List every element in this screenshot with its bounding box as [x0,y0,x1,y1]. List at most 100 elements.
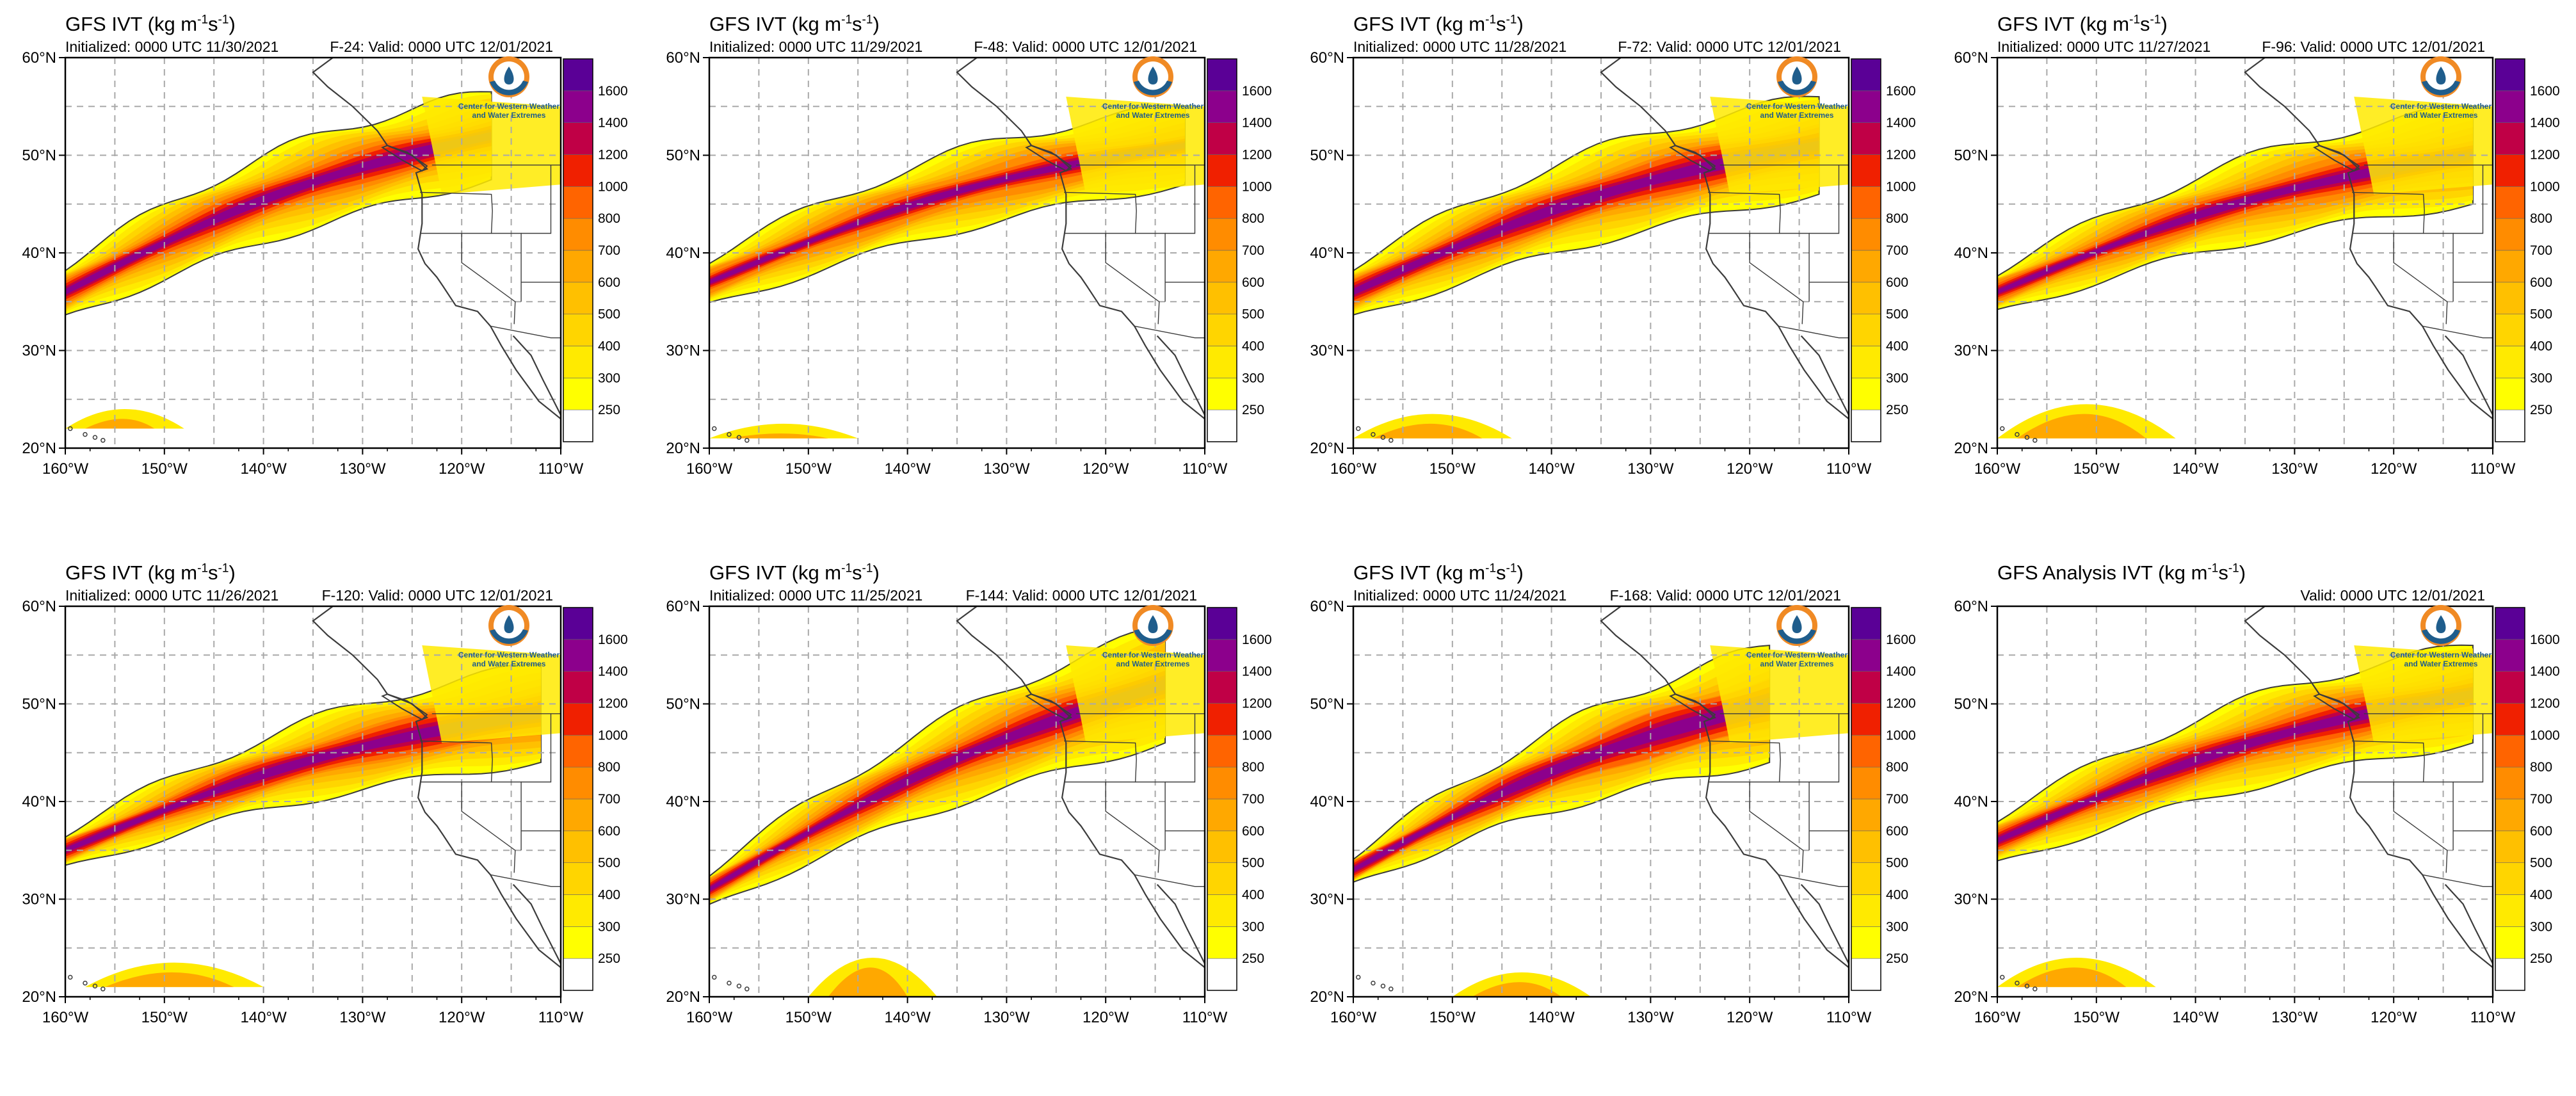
colorbar-swatch [2495,639,2525,672]
island-dot [711,426,717,431]
y-axis: 60°N 50°N 40°N 30°N 20°N [666,49,709,457]
valid-time-label: F-24: Valid: 0000 UTC 12/01/2021 [330,38,553,55]
island-path [381,145,428,172]
title-text: GFS IVT (kg m [1353,13,1486,35]
y-tick-label: 40°N [666,793,700,810]
x-tick-label: 120°W [1083,460,1129,478]
title-text: ) [1517,561,1524,584]
title-text: s [2140,13,2150,35]
colorbar-swatch [2495,186,2525,219]
y-tick-label: 60°N [22,49,56,67]
y-tick-label: 20°N [666,440,700,457]
y-tick-label: 60°N [666,49,700,67]
coastline-path [956,606,1205,969]
y-tick-label: 50°N [22,147,56,165]
colorbar-swatch [1851,122,1881,155]
grid-lines [1353,606,1849,997]
title-superscript: -1 [197,13,209,27]
ivt-map: 160°W 150°W 140°W 130°W 120°W 110°W 60°N 50°N 40… [1954,598,2559,1026]
x-tick-label: 130°W [983,460,1030,478]
x-tick-label: 160°W [1974,1009,2021,1026]
colorbar-swatch [2495,862,2525,895]
ivt-contour-fill [709,675,1166,894]
island-dot [83,431,88,437]
y-axis: 60°N 50°N 40°N 30°N 20°N [22,49,65,457]
colorbar-swatch [563,703,593,736]
colorbar-swatch [563,314,593,346]
ivt-south-fill [828,967,908,997]
x-axis: 160°W 150°W 140°W 130°W 120°W 110°W [42,448,584,478]
colorbar-label: 400 [598,339,620,354]
ivt-panel: GFS IVT (kg m-1s-1) Initialized: 0000 UTC… [0,0,627,499]
colorbar-swatch [563,58,593,92]
colorbar-swatch [563,218,593,251]
logo-text: and Water Extremes [2404,111,2478,120]
colorbar-label: 1400 [1242,665,1272,679]
x-tick-label: 160°W [686,460,733,478]
panel-title: GFS IVT (kg m-1s-1) [1353,561,1524,584]
colorbar-swatch [2495,926,2525,959]
colorbar-swatch [1851,671,1881,704]
colorbar-swatch [1207,409,1237,442]
y-tick-label: 40°N [1954,793,1988,810]
water-drop-icon [1792,615,1802,633]
x-tick-label: 160°W [1330,1009,1377,1026]
y-tick-label: 40°N [1310,793,1344,810]
x-tick-label: 110°W [2470,460,2516,478]
water-drop-icon [504,615,514,633]
x-tick-label: 150°W [2073,460,2120,478]
y-tick-label: 20°N [1310,440,1344,457]
colorbar-swatch [2495,346,2525,378]
colorbar-label: 600 [1886,275,1908,290]
colorbar-frame [1207,58,1237,442]
water-drop-icon [504,67,514,85]
colorbar-swatch [1207,378,1237,410]
x-tick-label: 130°W [1627,1009,1674,1026]
ivt-inland-fill [422,645,561,743]
colorbar-swatch [1851,894,1881,927]
colorbar-swatch [1851,958,1881,991]
colorbar-swatch [1207,830,1237,863]
state-border [461,233,516,325]
state-border [1064,191,1137,234]
colorbar: 1600 1400 1200 1000 800 700 600 500 400 300 250 [1207,607,1272,991]
x-tick-label: 150°W [2073,1009,2120,1026]
x-tick-label: 130°W [1627,460,1674,478]
colorbar-swatch [1851,282,1881,314]
state-border [420,191,493,234]
colorbar-swatch [1207,894,1237,927]
colorbar-swatch [563,766,593,800]
initialized-label: Initialized: 0000 UTC 11/29/2021 [709,38,923,55]
y-tick-label: 30°N [1310,342,1344,360]
ivt-inland-fill [1066,645,1205,743]
x-tick-label: 130°W [2271,460,2318,478]
colorbar-swatch [1207,607,1237,640]
y-tick-label: 50°N [1954,147,1988,165]
colorbar: 1600 1400 1200 1000 800 700 600 500 400 300 250 [1851,58,1916,442]
colorbar-label: 1200 [2530,697,2560,711]
logo-text: Center for Western Weather [1102,650,1204,659]
colorbar-label: 1400 [1242,116,1272,131]
colorbar-label: 800 [2530,760,2552,775]
colorbar-label: 700 [2530,792,2552,807]
x-axis: 160°W 150°W 140°W 130°W 120°W 110°W [1974,997,2516,1026]
x-axis: 160°W 150°W 140°W 130°W 120°W 110°W [686,448,1228,478]
ivt-south-fill [65,409,184,429]
x-tick-label: 140°W [1528,460,1575,478]
valid-time-label: F-48: Valid: 0000 UTC 12/01/2021 [974,38,1197,55]
coastline [1999,58,2493,443]
colorbar-label: 250 [1886,951,1908,966]
title-superscript: -1 [841,561,853,576]
state-border [1749,782,1804,873]
title-text: GFS IVT (kg m [1353,561,1486,584]
colorbar-label: 700 [1886,792,1908,807]
colorbar-swatch [1851,409,1881,442]
x-tick-label: 150°W [141,1009,188,1026]
island-dot [1999,974,2005,980]
ivt-contour-fill [1353,137,1819,298]
colorbar-swatch [563,926,593,959]
colorbar-swatch [2495,830,2525,863]
